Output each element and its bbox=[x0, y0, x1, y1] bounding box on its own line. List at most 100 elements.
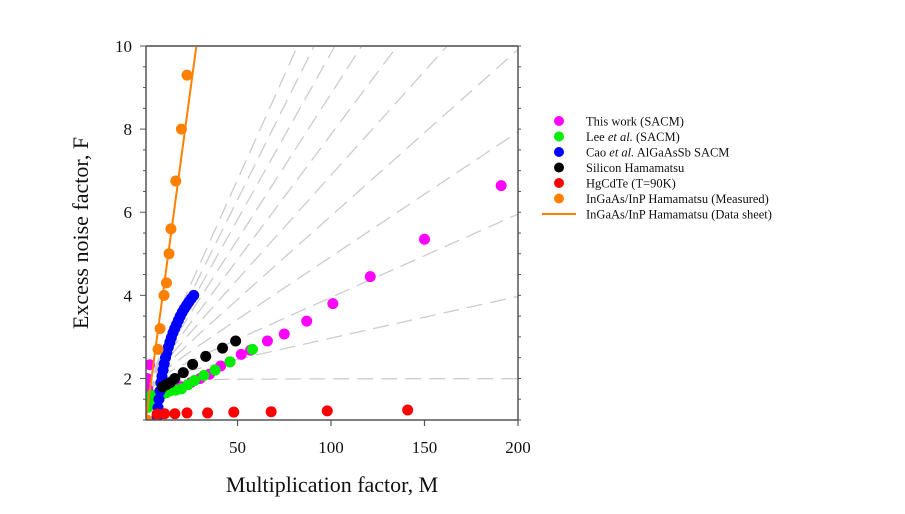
data-point bbox=[301, 315, 313, 327]
series-3 bbox=[157, 335, 242, 393]
data-point bbox=[175, 123, 187, 135]
legend-item: This work (SACM) bbox=[554, 115, 684, 129]
x-tick-label: 50 bbox=[229, 438, 246, 457]
data-point bbox=[169, 408, 181, 420]
data-point bbox=[170, 175, 182, 187]
legend-item: Lee et al. (SACM) bbox=[554, 130, 680, 144]
data-point bbox=[200, 350, 212, 362]
y-tick-label: 2 bbox=[124, 369, 133, 388]
data-point bbox=[402, 404, 414, 416]
data-point bbox=[160, 277, 172, 289]
legend-item: HgCdTe (T=90K) bbox=[554, 177, 676, 191]
legend-label-part: InGaAs/InP Hamamatsu (Data sheet) bbox=[586, 208, 772, 222]
legend-marker bbox=[554, 116, 564, 126]
data-point bbox=[153, 393, 165, 405]
data-point bbox=[177, 367, 189, 379]
k-line-0.08 bbox=[146, 46, 336, 420]
data-point bbox=[261, 335, 273, 347]
data-point bbox=[181, 69, 193, 81]
data-point bbox=[230, 335, 242, 347]
x-tick-label: 100 bbox=[318, 438, 344, 457]
legend-label: Cao et al. AlGaAsSb SACM bbox=[586, 146, 729, 160]
axes bbox=[140, 45, 521, 426]
data-series bbox=[146, 46, 507, 420]
k-line-0.05 bbox=[146, 46, 449, 420]
legend-label-part: Lee bbox=[586, 130, 608, 144]
legend-marker bbox=[554, 131, 564, 142]
data-point bbox=[159, 408, 171, 420]
legend-marker bbox=[554, 178, 564, 188]
legend: This work (SACM)Lee et al. (SACM) Cao et … bbox=[542, 115, 772, 222]
legend-label-part: et al. bbox=[609, 146, 634, 160]
legend-marker bbox=[554, 193, 564, 204]
k-reference-lines bbox=[146, 46, 518, 420]
data-point bbox=[154, 323, 166, 335]
data-point bbox=[224, 356, 236, 368]
data-point bbox=[419, 233, 430, 245]
x-axis-title: Multiplication factor, M bbox=[226, 472, 438, 497]
y-tick-label: 10 bbox=[115, 37, 132, 56]
legend-item: InGaAs/InP Hamamatsu (Measured) bbox=[554, 192, 769, 206]
legend-item: Cao et al. AlGaAsSb SACM bbox=[554, 146, 729, 160]
data-point bbox=[152, 343, 164, 355]
legend-label: This work (SACM) bbox=[586, 115, 684, 129]
tick-labels: 50 100 150 200 2 4 6 8 10 bbox=[115, 37, 531, 457]
legend-label-part: AlGaAsSb SACM bbox=[634, 146, 729, 160]
legend-label-part: HgCdTe (T=90K) bbox=[586, 177, 676, 191]
data-point bbox=[321, 405, 333, 417]
k-line-0.01 bbox=[146, 295, 518, 420]
data-point bbox=[364, 271, 376, 283]
x-tick-label: 200 bbox=[505, 438, 531, 457]
legend-label: InGaAs/InP Hamamatsu (Measured) bbox=[586, 192, 769, 206]
data-point bbox=[228, 406, 240, 418]
legend-label-part: Cao bbox=[586, 146, 609, 160]
data-point bbox=[198, 370, 210, 382]
data-point bbox=[265, 406, 277, 418]
y-tick-label: 8 bbox=[124, 120, 133, 139]
data-point bbox=[169, 372, 181, 384]
data-point bbox=[246, 343, 258, 355]
data-point bbox=[327, 298, 339, 310]
legend-item: InGaAs/InP Hamamatsu (Data sheet) bbox=[542, 208, 772, 222]
legend-marker bbox=[554, 162, 564, 173]
data-point bbox=[217, 342, 229, 354]
legend-label-part: (SACM) bbox=[633, 130, 680, 144]
y-tick-label: 6 bbox=[124, 203, 133, 222]
data-point bbox=[165, 223, 177, 235]
k-line-0 bbox=[146, 378, 518, 420]
x-tick-label: 150 bbox=[412, 438, 438, 457]
legend-label-part: This work (SACM) bbox=[586, 115, 684, 129]
legend-marker bbox=[554, 147, 564, 157]
legend-label-part: InGaAs/InP Hamamatsu (Measured) bbox=[586, 192, 769, 206]
k-line-0.04 bbox=[146, 49, 518, 420]
legend-label: InGaAs/InP Hamamatsu (Data sheet) bbox=[586, 208, 772, 222]
data-point bbox=[188, 375, 200, 387]
legend-label: Silicon Hamamatsu bbox=[586, 161, 685, 175]
legend-label-part: Silicon Hamamatsu bbox=[586, 161, 685, 175]
data-point bbox=[209, 364, 221, 376]
data-point bbox=[495, 180, 507, 192]
data-point bbox=[188, 289, 200, 301]
legend-item: Silicon Hamamatsu bbox=[554, 161, 685, 175]
data-point bbox=[163, 248, 175, 260]
legend-label: HgCdTe (T=90K) bbox=[586, 177, 676, 191]
data-point bbox=[158, 289, 170, 301]
data-point bbox=[235, 348, 247, 360]
series-2 bbox=[151, 289, 200, 420]
data-point bbox=[278, 328, 290, 340]
k-line-0.03 bbox=[146, 131, 518, 420]
data-point bbox=[187, 358, 199, 370]
legend-label: Lee et al. (SACM) bbox=[586, 130, 680, 144]
data-point bbox=[181, 407, 193, 419]
legend-label-part: et al. bbox=[608, 130, 633, 144]
k-line-0.07 bbox=[146, 46, 363, 420]
y-axis-title: Excess noise factor, F bbox=[68, 137, 93, 329]
series-4 bbox=[151, 404, 414, 420]
k-line-0.06 bbox=[146, 46, 399, 420]
y-tick-label: 4 bbox=[124, 286, 133, 305]
data-point bbox=[202, 407, 214, 419]
data-point bbox=[146, 414, 153, 420]
k-line-0.02 bbox=[146, 213, 518, 420]
series-5 bbox=[146, 69, 193, 420]
